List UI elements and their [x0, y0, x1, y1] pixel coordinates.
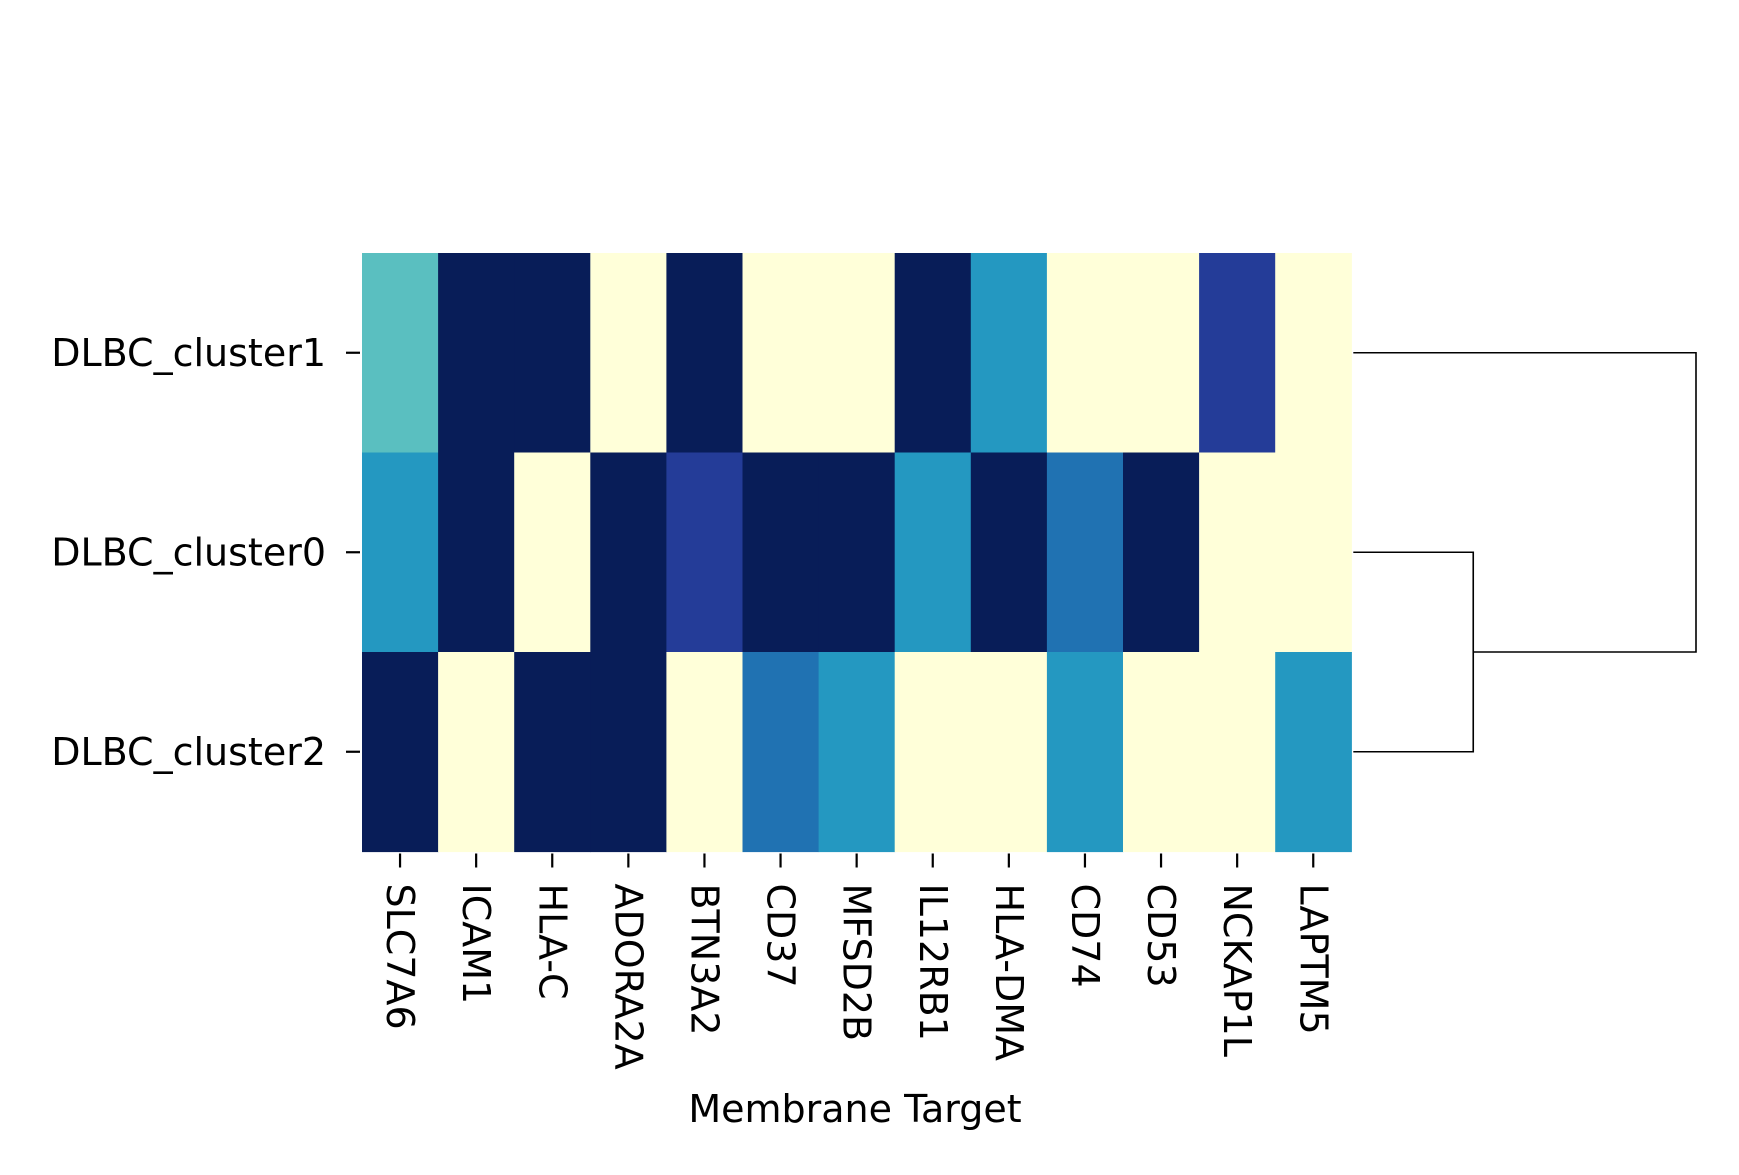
heatmap-cell-DLBC_cluster0-BTN3A2	[666, 452, 744, 653]
heatmap-cell-DLBC_cluster2-MFSD2B	[818, 652, 896, 853]
heatmap-cell-DLBC_cluster2-CD74	[1046, 652, 1124, 853]
heatmap-cell-DLBC_cluster2-HLA-C	[514, 652, 591, 853]
x-axis-label: Membrane Target	[688, 1087, 1021, 1131]
x-tick-label: HLA-C	[530, 884, 574, 1000]
x-tick-label: LAPTM5	[1291, 884, 1335, 1035]
heatmap-cell-DLBC_cluster2-CD37	[742, 652, 820, 853]
heatmap-cell-DLBC_cluster0-HLA-DMA	[970, 452, 1048, 653]
heatmap-cell-DLBC_cluster0-CD37	[742, 452, 820, 653]
heatmap-cell-DLBC_cluster0-IL12RB1	[894, 452, 972, 653]
heatmap-cell-DLBC_cluster0-NCKAP1L	[1199, 452, 1276, 653]
heatmap-cell-DLBC_cluster0-ICAM1	[438, 452, 515, 653]
y-tick-label: DLBC_cluster0	[51, 530, 326, 574]
heatmap-cell-DLBC_cluster1-ADORA2A	[590, 253, 667, 454]
heatmap-cell-DLBC_cluster2-SLC7A6	[362, 652, 439, 853]
heatmap-cell-DLBC_cluster0-LAPTM5	[1275, 452, 1352, 653]
heatmap-cell-DLBC_cluster1-SLC7A6	[362, 253, 439, 454]
y-tick-label: DLBC_cluster1	[51, 331, 326, 375]
x-tick-label: MFSD2B	[835, 884, 879, 1042]
heatmap-cell-DLBC_cluster0-ADORA2A	[590, 452, 667, 653]
heatmap-cell-DLBC_cluster1-LAPTM5	[1275, 253, 1352, 454]
heatmap-cell-DLBC_cluster0-SLC7A6	[362, 452, 439, 653]
x-tick-label: CD53	[1139, 884, 1183, 988]
x-tick-label: IL12RB1	[911, 884, 955, 1041]
heatmap-cell-DLBC_cluster0-HLA-C	[514, 452, 591, 653]
heatmap-cell-DLBC_cluster1-HLA-DMA	[970, 253, 1048, 454]
heatmap-cell-DLBC_cluster2-IL12RB1	[894, 652, 972, 853]
x-axis: SLC7A6 ICAM1 HLA-C ADORA2A BTN3A2 CD37 MFSD2B I…	[378, 853, 1335, 1070]
heatmap-cells	[362, 253, 1352, 853]
y-tick-label: DLBC_cluster2	[51, 730, 326, 774]
x-tick-label: BTN3A2	[682, 884, 726, 1036]
heatmap-cell-DLBC_cluster2-LAPTM5	[1275, 652, 1352, 853]
heatmap-cell-DLBC_cluster1-IL12RB1	[894, 253, 972, 454]
heatmap-cell-DLBC_cluster2-ADORA2A	[590, 652, 667, 853]
heatmap-cell-DLBC_cluster2-CD53	[1123, 652, 1200, 853]
heatmap-cell-DLBC_cluster1-BTN3A2	[666, 253, 744, 454]
heatmap-cell-DLBC_cluster0-CD53	[1123, 452, 1200, 653]
heatmap-cell-DLBC_cluster1-NCKAP1L	[1199, 253, 1276, 454]
heatmap-cell-DLBC_cluster1-HLA-C	[514, 253, 591, 454]
heatmap-cell-DLBC_cluster2-HLA-DMA	[970, 652, 1048, 853]
heatmap-cell-DLBC_cluster1-MFSD2B	[818, 253, 896, 454]
heatmap-cell-DLBC_cluster1-CD53	[1123, 253, 1200, 454]
dendrogram-link	[1353, 551, 1475, 753]
heatmap-cell-DLBC_cluster1-ICAM1	[438, 253, 515, 454]
heatmap-cell-DLBC_cluster1-CD74	[1046, 253, 1124, 454]
y-axis: DLBC_cluster1 DLBC_cluster0 DLBC_cluster2	[51, 331, 360, 774]
x-tick-label: ADORA2A	[606, 884, 650, 1070]
heatmap-cell-DLBC_cluster2-BTN3A2	[666, 652, 744, 853]
x-tick-label: HLA-DMA	[987, 884, 1031, 1062]
heatmap-cell-DLBC_cluster1-CD37	[742, 253, 820, 454]
heatmap-cell-DLBC_cluster0-CD74	[1046, 452, 1124, 653]
x-tick-label: NCKAP1L	[1215, 884, 1259, 1057]
x-tick-label: CD74	[1063, 884, 1107, 988]
x-tick-label: CD37	[759, 884, 803, 988]
heatmap-cell-DLBC_cluster2-ICAM1	[438, 652, 515, 853]
heatmap-cell-DLBC_cluster2-NCKAP1L	[1199, 652, 1276, 853]
row-dendrogram	[1353, 351, 1697, 753]
dendrogram-link	[1353, 351, 1697, 653]
x-tick-label: SLC7A6	[378, 884, 422, 1030]
x-tick-label: ICAM1	[454, 884, 498, 1005]
heatmap-cell-DLBC_cluster0-MFSD2B	[818, 452, 896, 653]
